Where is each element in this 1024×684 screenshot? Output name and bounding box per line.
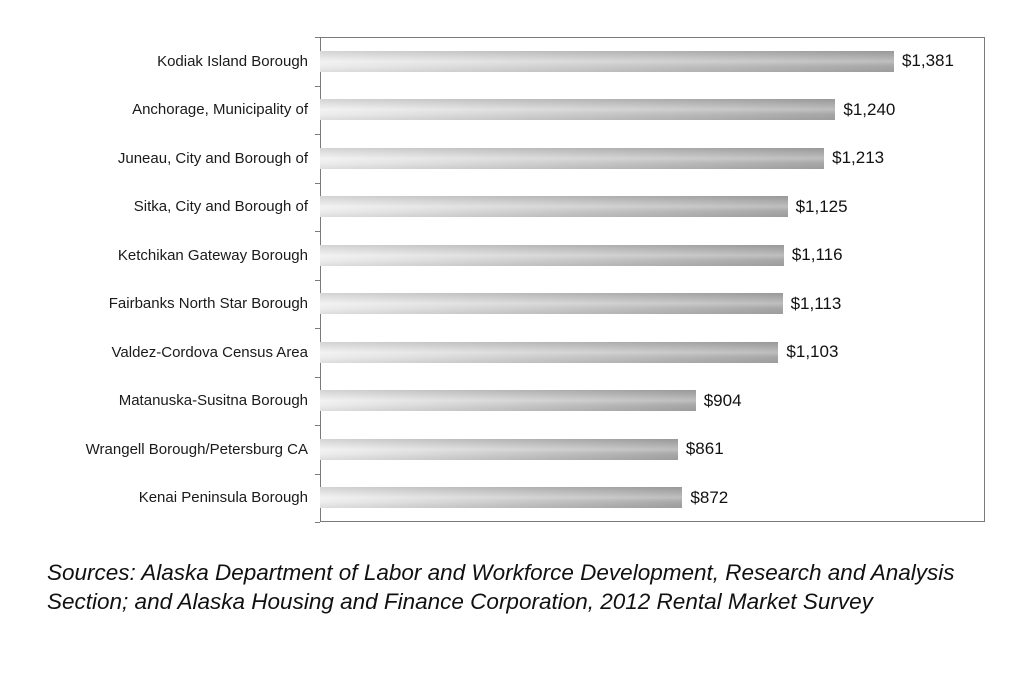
axis-tick [315, 182, 320, 184]
value-label: $1,381 [901, 51, 954, 71]
chart-row: Kodiak Island Borough $1,381 [0, 37, 985, 86]
bar-track: $1,113 [320, 293, 985, 315]
axis-tick [315, 85, 320, 87]
chart-row: Juneau, City and Borough of $1,213 [0, 134, 985, 183]
category-label: Kenai Peninsula Borough [138, 489, 308, 507]
category-label: Anchorage, Municipality of [132, 101, 308, 119]
category-label: Ketchikan Gateway Borough [117, 246, 308, 264]
category-label: Kodiak Island Borough [157, 52, 308, 70]
bar-track: $861 [320, 438, 985, 460]
axis-tick [315, 328, 320, 329]
bar-track: $1,116 [320, 244, 985, 266]
bar-track: $1,125 [320, 196, 985, 218]
value-label: $1,125 [795, 196, 848, 216]
bar [320, 341, 779, 363]
bar-track: $1,240 [320, 99, 985, 121]
bar-track: $1,103 [320, 341, 985, 363]
bar [320, 147, 825, 169]
value-label: $872 [690, 487, 729, 507]
chart-row: Sitka, City and Borough of $1,125 [0, 183, 985, 232]
bar [320, 390, 696, 412]
bar [320, 196, 788, 218]
axis-tick [315, 231, 320, 232]
value-label: $861 [685, 439, 724, 459]
bar [320, 487, 683, 509]
chart-row: Kenai Peninsula Borough $872 [0, 474, 985, 523]
value-label: $1,103 [786, 342, 839, 362]
bar-track: $1,381 [320, 50, 985, 72]
bar-track: $904 [320, 390, 985, 412]
category-label: Fairbanks North Star Borough [108, 295, 308, 313]
category-label: Matanuska-Susitna Borough [118, 392, 308, 410]
bar-track: $1,213 [320, 147, 985, 169]
value-label: $1,240 [843, 99, 896, 119]
chart-row: Wrangell Borough/Petersburg CA $861 [0, 425, 985, 474]
chart-row: Valdez-Cordova Census Area $1,103 [0, 328, 985, 377]
value-label: $1,116 [791, 245, 843, 265]
axis-tick [315, 134, 320, 135]
chart-row: Matanuska-Susitna Borough $904 [0, 377, 985, 426]
axis-tick [315, 473, 320, 475]
axis-tick [315, 376, 320, 378]
value-label: $1,113 [790, 293, 842, 313]
category-label: Wrangell Borough/Petersburg CA [85, 440, 308, 458]
category-label: Valdez-Cordova Census Area [111, 343, 309, 361]
bar-track: $872 [320, 487, 985, 509]
bar [320, 99, 836, 121]
axis-tick [315, 37, 320, 38]
bar [320, 50, 894, 72]
category-label: Sitka, City and Borough of [133, 198, 308, 216]
value-label: $904 [703, 390, 742, 410]
bar [320, 293, 783, 315]
category-label: Juneau, City and Borough of [117, 149, 308, 167]
chart-row: Ketchikan Gateway Borough $1,116 [0, 231, 985, 280]
axis-tick [315, 425, 320, 426]
bar [320, 244, 784, 266]
chart-row: Fairbanks North Star Borough $1,113 [0, 280, 985, 329]
source-note: Sources: Alaska Department of Labor and … [47, 560, 955, 615]
value-label: $1,213 [832, 148, 885, 168]
chart-row: Anchorage, Municipality of $1,240 [0, 86, 985, 135]
bar-chart: Kodiak Island Borough $1,381 Anchorage, Mu… [0, 37, 985, 522]
axis-tick [315, 522, 320, 523]
bar [320, 438, 678, 460]
axis-tick [315, 279, 320, 281]
